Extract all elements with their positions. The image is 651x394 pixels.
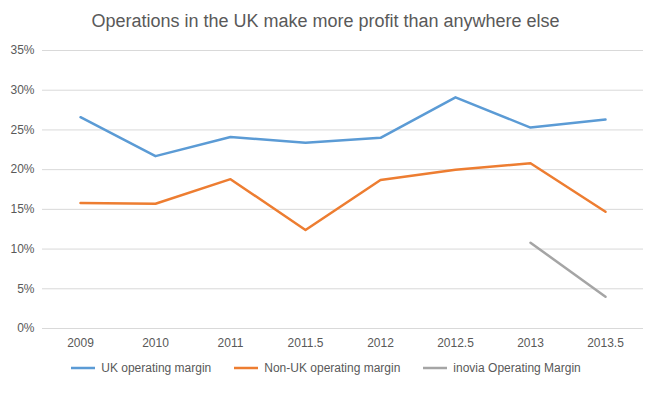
svg-text:2012.5: 2012.5 <box>437 336 474 350</box>
html-text:Operations in the UK make more: Operations in the UK make more profit th… <box>91 11 560 31</box>
svg-text:2010: 2010 <box>142 336 169 350</box>
svg-text:2012: 2012 <box>367 336 394 350</box>
svg-text:5%: 5% <box>17 282 35 296</box>
svg-text:30%: 30% <box>10 83 34 97</box>
svg-text:20%: 20% <box>10 162 34 176</box>
svg-text:2011: 2011 <box>218 336 244 350</box>
html-text:Non-UK operating margin: Non-UK operating margin <box>264 361 401 375</box>
svg-text:2013.5: 2013.5 <box>587 336 624 350</box>
svg-text:15%: 15% <box>10 202 34 216</box>
svg-text:35%: 35% <box>10 43 34 57</box>
svg-text:2013: 2013 <box>517 336 544 350</box>
html-text:UK operating margin: UK operating margin <box>101 361 212 375</box>
svg-text:25%: 25% <box>10 123 34 137</box>
svg-text:2011.5: 2011.5 <box>288 336 324 350</box>
svg-text:0%: 0% <box>17 321 35 335</box>
svg-text:2009: 2009 <box>67 336 94 350</box>
svg-text:10%: 10% <box>10 242 34 256</box>
html-text:inovia Operating Margin: inovia Operating Margin <box>453 361 581 375</box>
